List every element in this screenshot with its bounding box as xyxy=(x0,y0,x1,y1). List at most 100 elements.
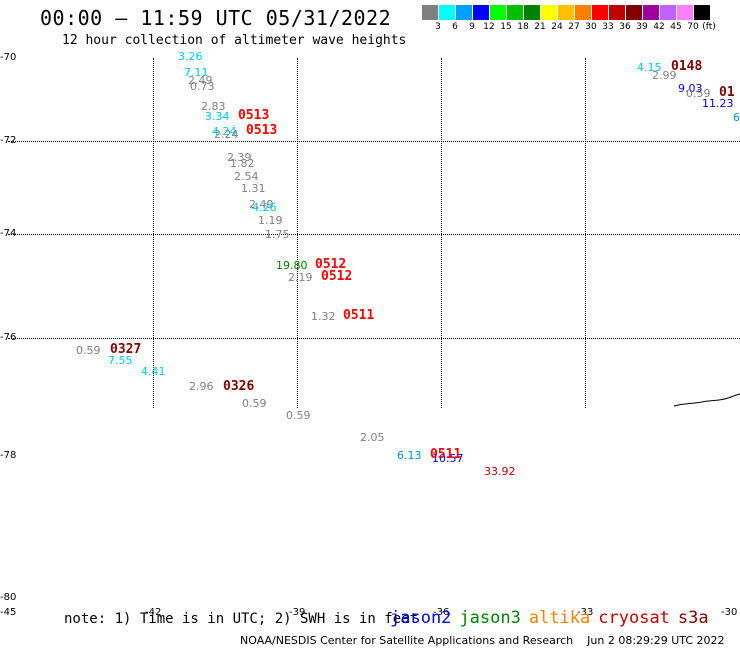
scale-label: 24 xyxy=(551,22,563,32)
wave-height-label: 0.59 xyxy=(242,397,267,410)
gridline-lat-76 xyxy=(8,338,740,339)
wave-height-label: 1.32 xyxy=(311,310,336,323)
scale-swatch xyxy=(456,5,473,20)
wave-height-label: 4.41 xyxy=(141,365,166,378)
satellite-legend-item: jason3 xyxy=(459,608,521,628)
scale-label: 21 xyxy=(534,22,546,32)
lon-label: -39 xyxy=(289,607,306,618)
wave-height-label: 1.82 xyxy=(230,157,255,170)
scale-label: 45 xyxy=(670,22,682,32)
scale-swatch xyxy=(609,5,626,20)
scale-unit: (ft) xyxy=(702,22,716,32)
wave-height-label: 2.19 xyxy=(288,271,313,284)
pass-time-label: 0148 xyxy=(671,59,703,74)
satellite-legend-item: cryosat xyxy=(598,608,670,628)
lat-label: -70 xyxy=(0,52,17,63)
scale-swatch xyxy=(490,5,507,20)
scale-label: 30 xyxy=(585,22,597,32)
wave-height-label: 4.15 xyxy=(637,61,662,74)
pass-time-label: 0513 xyxy=(246,123,278,138)
lon-label: -33 xyxy=(577,607,594,618)
scale-swatch xyxy=(422,5,439,20)
lat-label: -74 xyxy=(0,228,17,239)
scale-swatch xyxy=(524,5,541,20)
wave-height-label: 2.54 xyxy=(234,170,259,183)
scale-swatch xyxy=(592,5,609,20)
lon-label: -30 xyxy=(721,607,738,618)
scale-label: 9 xyxy=(469,22,475,32)
pass-time-label: 0512 xyxy=(315,257,347,272)
wave-height-label: 4.26 xyxy=(252,201,277,214)
lon-label: -36 xyxy=(433,607,450,618)
wave-height-label: 2.49 xyxy=(249,198,274,211)
wave-height-label: 10.57 xyxy=(432,452,464,465)
scale-swatch xyxy=(473,5,490,20)
scale-label: 39 xyxy=(636,22,648,32)
map-title: 00:00 — 11:59 UTC 05/31/2022 xyxy=(40,6,392,30)
scale-swatch xyxy=(439,5,456,20)
scale-swatch xyxy=(558,5,575,20)
wave-height-label: 0.59 xyxy=(686,87,711,100)
map-note: note: 1) Time is in UTC; 2) SWH is in fe… xyxy=(64,611,419,627)
gridline-lat-74 xyxy=(8,234,740,235)
wave-height-label: 0.73 xyxy=(190,80,215,93)
timestamp-text: Jun 2 08:29:29 UTC 2022 xyxy=(587,634,725,647)
scale-label: 18 xyxy=(517,22,529,32)
satellite-legend-item: s3a xyxy=(677,608,709,628)
wave-height-label: 1.31 xyxy=(241,182,266,195)
lon-label: -45 xyxy=(0,607,17,618)
scale-label: 6 xyxy=(452,22,458,32)
pass-time-label: 0326 xyxy=(223,379,255,394)
wave-height-label: 19.80 xyxy=(276,259,308,272)
wave-height-label: 9.03 xyxy=(678,82,703,95)
wave-height-label: 0.59 xyxy=(76,344,101,357)
wave-height-label: 2.96 xyxy=(189,380,214,393)
coastline-segment xyxy=(673,393,740,407)
lat-label: -76 xyxy=(0,332,17,343)
wave-height-label: 33.92 xyxy=(484,465,516,478)
wave-height-label: 2.24 xyxy=(214,128,239,141)
scale-label: 42 xyxy=(653,22,665,32)
gridline-lon-4 xyxy=(585,58,586,408)
wave-height-label: 2.83 xyxy=(201,100,226,113)
scale-swatch xyxy=(660,5,677,20)
wave-height-label: 7.55 xyxy=(108,354,133,367)
scale-label: 27 xyxy=(568,22,580,32)
scale-swatch xyxy=(507,5,524,20)
satellite-legend-item: jason2 xyxy=(390,608,452,628)
map-footer: NOAA/NESDIS Center for Satellite Applica… xyxy=(240,634,725,647)
satellite-legend: jason2 jason3 altika cryosat s3a xyxy=(390,608,717,628)
lat-label: -72 xyxy=(0,135,17,146)
pass-time-label: 0513 xyxy=(238,108,270,123)
wave-height-label: 2.05 xyxy=(360,431,385,444)
wave-height-label: 2.99 xyxy=(652,69,677,82)
lat-label: -78 xyxy=(0,450,17,461)
scale-label: 3 xyxy=(435,22,441,32)
scale-label: 70 xyxy=(687,22,699,32)
gridline-lon-1 xyxy=(153,58,154,408)
wave-height-label: 4.24 xyxy=(212,125,237,138)
pass-time-label: 0511 xyxy=(430,447,462,462)
wave-height-label: 3.26 xyxy=(178,50,203,63)
satellite-legend-item: altika xyxy=(528,608,591,628)
lon-label: -42 xyxy=(145,607,162,618)
wave-height-label: 11.23 xyxy=(702,97,734,110)
pass-time-label: 0511 xyxy=(343,308,375,323)
scale-swatch xyxy=(694,5,711,20)
scale-swatch xyxy=(541,5,558,20)
wave-height-label: 1.19 xyxy=(258,214,283,227)
lat-label: -80 xyxy=(0,592,17,603)
wave-height-label: 2.49 xyxy=(188,74,213,87)
wave-height-label: 0.59 xyxy=(286,409,311,422)
scale-swatch xyxy=(677,5,694,20)
scale-swatch xyxy=(626,5,643,20)
wave-height-label: 6 xyxy=(733,111,740,124)
gridline-lon-2 xyxy=(297,58,298,408)
gridline-lon-3 xyxy=(441,58,442,408)
pass-time-label: 0327 xyxy=(110,342,142,357)
wave-height-label: 3.34 xyxy=(205,110,230,123)
scale-label: 36 xyxy=(619,22,631,32)
gridline-lat-72 xyxy=(8,141,740,142)
scale-swatch xyxy=(575,5,592,20)
map-subtitle: 12 hour collection of altimeter wave hei… xyxy=(62,33,407,48)
